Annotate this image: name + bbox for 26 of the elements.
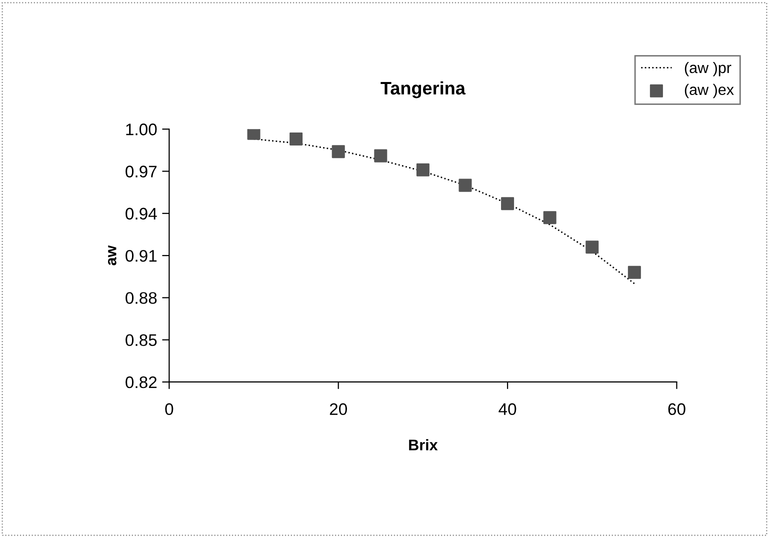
x-tick-label: 20 xyxy=(330,403,347,416)
point xyxy=(416,163,430,176)
point xyxy=(247,129,260,140)
x-tick-label: 60 xyxy=(668,403,686,416)
point xyxy=(290,132,303,146)
y-tick-label: 0.97 xyxy=(126,166,157,178)
y-tick-label: 0.94 xyxy=(126,208,157,220)
point xyxy=(543,211,556,224)
x-tick-label: 40 xyxy=(498,403,516,416)
x-axis-title: Brix xyxy=(409,439,438,450)
y-tick-label: 0.91 xyxy=(126,250,157,262)
point xyxy=(458,178,472,192)
y-axis-title: aw xyxy=(108,245,116,266)
x-tick-label: 0 xyxy=(165,403,174,416)
legend-label: (aw )pr xyxy=(684,62,732,76)
chart-title: Tangerina xyxy=(380,81,466,98)
point xyxy=(501,197,514,210)
legend-label: (aw )ex xyxy=(684,84,734,98)
y-tick-label: 1.00 xyxy=(126,124,157,136)
y-tick-label: 0.82 xyxy=(126,376,157,388)
y-tick-label: 0.88 xyxy=(126,292,157,304)
point xyxy=(332,145,345,158)
point xyxy=(586,240,599,254)
y-tick-label: 0.85 xyxy=(126,334,157,346)
point xyxy=(628,266,641,279)
point xyxy=(374,149,388,162)
